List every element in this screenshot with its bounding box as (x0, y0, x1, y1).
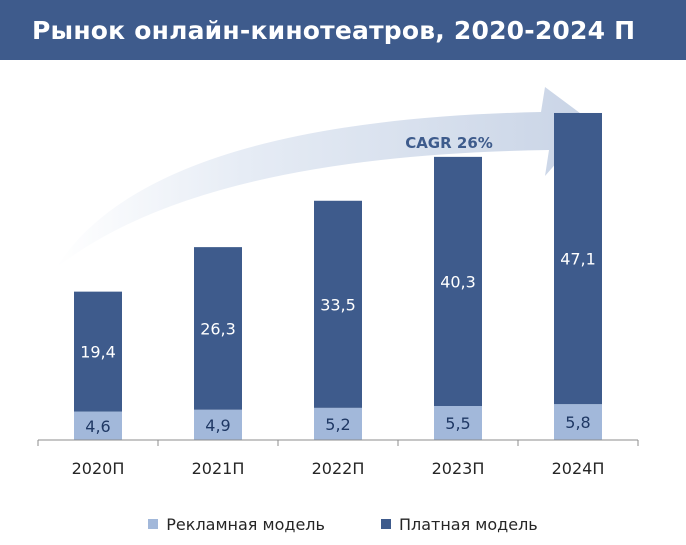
cagr-annotation: CAGR 26% (405, 134, 493, 152)
legend-item-paid: Платная модель (380, 514, 538, 534)
bar-paid (74, 291, 122, 412)
bar-ad (314, 407, 362, 440)
data-label-ad: 4,6 (85, 417, 110, 436)
bar-ad (434, 406, 482, 440)
x-ticks-group (37, 440, 639, 446)
chart-title: Рынок онлайн-кинотеатров, 2020-2024 П (32, 15, 636, 45)
legend-label-paid: Платная модель (398, 514, 538, 534)
x-tick-label: 2023П (432, 459, 485, 478)
legend: Рекламная модель Платная модель (0, 512, 686, 536)
legend-item-ad: Рекламная модель (148, 515, 325, 534)
bar-paid (434, 156, 482, 406)
legend-swatch-paid (380, 519, 391, 529)
data-label-ad: 4,9 (205, 416, 230, 435)
bar-paid (194, 247, 242, 410)
x-tick-label: 2021П (192, 459, 245, 478)
data-label-paid: 26,3 (200, 319, 236, 338)
data-label-ad: 5,8 (565, 413, 590, 432)
x-tick-label: 2024П (552, 459, 605, 478)
data-label-ad: 5,5 (445, 414, 470, 433)
data-label-paid: 47,1 (560, 250, 596, 269)
x-labels-group: 2020П 2021П 2022П 2023П 2024П (72, 459, 605, 478)
title-bar: Рынок онлайн-кинотеатров, 2020-2024 П (0, 0, 686, 60)
x-tick-label: 2022П (312, 459, 365, 478)
growth-arrow (56, 87, 592, 268)
legend-label-ad: Рекламная модель (166, 514, 325, 534)
legend-swatch-ad (148, 519, 159, 529)
bar-paid (554, 112, 602, 405)
data-label-paid: 19,4 (80, 343, 116, 362)
x-tick-label: 2020П (72, 459, 125, 478)
data-label-paid: 40,3 (440, 272, 476, 291)
bar-ad (194, 409, 242, 440)
bar-paid (314, 200, 362, 408)
data-label-paid: 33,5 (320, 295, 356, 314)
bar-ad (554, 404, 602, 440)
stacked-bar-chart: CAGR 26% 4,6 19,4 4,9 26,3 5,2 33,5 5,5 40,3 5,8… (37, 87, 639, 478)
bar-ad (74, 411, 122, 440)
bars-group: 4,6 19,4 4,9 26,3 5,2 33,5 5,5 40,3 5,8 47,1 (74, 112, 602, 440)
data-label-ad: 5,2 (325, 415, 350, 434)
